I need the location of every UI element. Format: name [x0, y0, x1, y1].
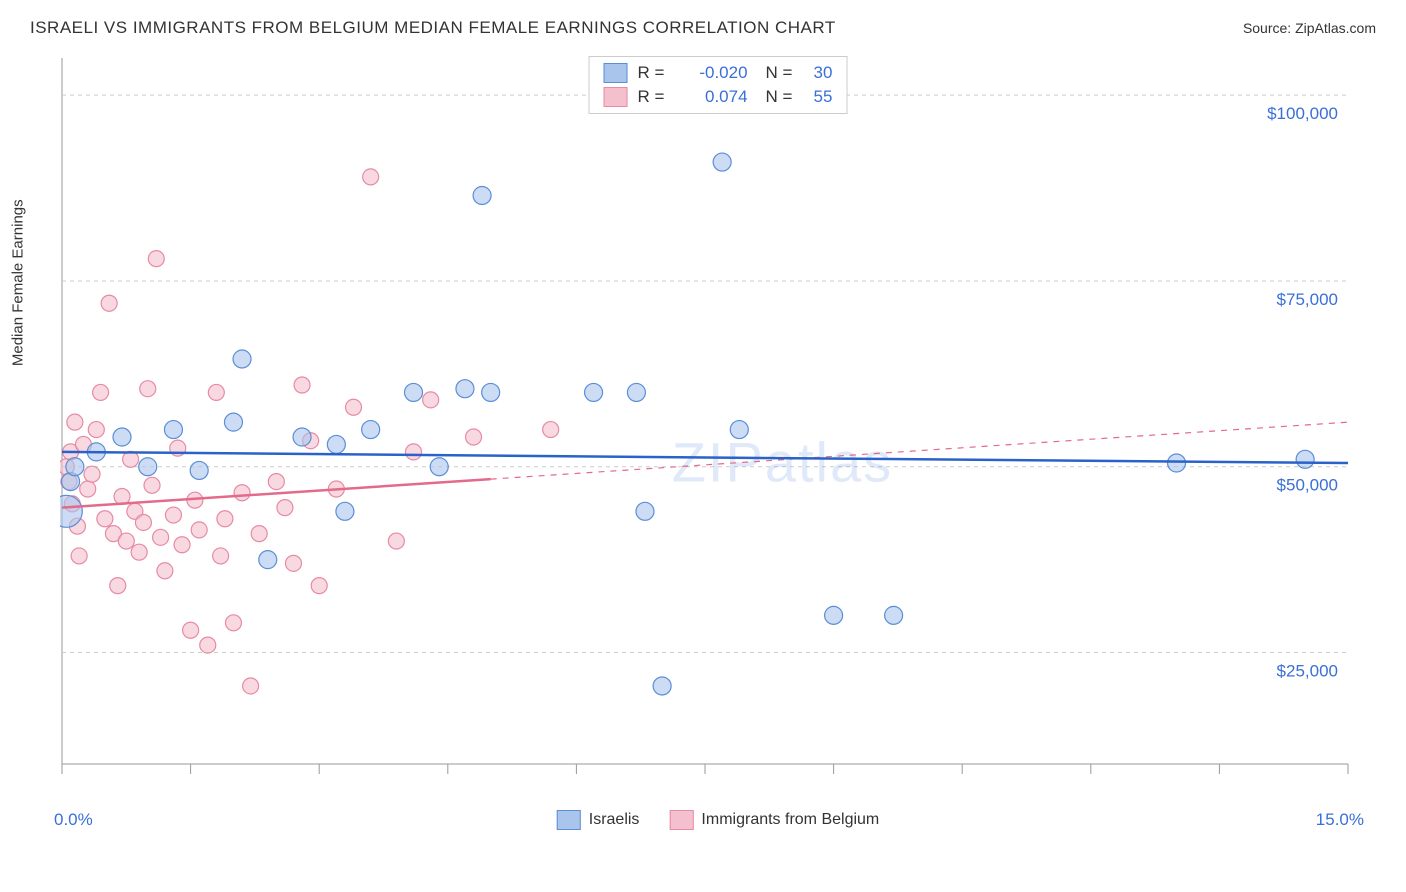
legend-item-blue: Israelis	[557, 810, 640, 830]
legend-label-pink: Immigrants from Belgium	[701, 811, 879, 829]
svg-text:ZIPatlas: ZIPatlas	[672, 431, 893, 494]
legend-n-label: N =	[766, 87, 793, 107]
legend-row-pink: R = 0.074 N = 55	[604, 85, 833, 109]
source-label: Source:	[1243, 20, 1295, 36]
legend-swatch-blue	[604, 63, 628, 83]
svg-text:$100,000: $100,000	[1267, 104, 1338, 123]
svg-text:$25,000: $25,000	[1277, 662, 1338, 681]
legend-r-label: R =	[638, 87, 676, 107]
plot-area: Median Female Earnings $25,000$50,000$75…	[60, 56, 1376, 826]
legend-label-blue: Israelis	[589, 811, 640, 829]
scatter-plot: $25,000 $50,000 $75,000 $100,000 ZIPatlas	[60, 56, 1350, 796]
x-axis-max-label: 15.0%	[1316, 810, 1364, 830]
legend-n-value-pink: 55	[802, 87, 832, 107]
svg-text:$75,000: $75,000	[1277, 290, 1338, 309]
svg-text:$50,000: $50,000	[1277, 476, 1338, 495]
legend-swatch-pink	[604, 87, 628, 107]
source-value: ZipAtlas.com	[1295, 20, 1376, 36]
legend-r-value-pink: 0.074	[686, 87, 748, 107]
legend-swatch-blue	[557, 810, 581, 830]
x-axis-min-label: 0.0%	[54, 810, 93, 830]
y-axis-label: Median Female Earnings	[10, 199, 27, 366]
chart-source: Source: ZipAtlas.com	[1243, 20, 1376, 36]
legend-row-blue: R = -0.020 N = 30	[604, 61, 833, 85]
legend-r-value-blue: -0.020	[686, 63, 748, 83]
series-legend: Israelis Immigrants from Belgium	[557, 810, 880, 830]
chart-title: ISRAELI VS IMMIGRANTS FROM BELGIUM MEDIA…	[30, 18, 836, 38]
legend-r-label: R =	[638, 63, 676, 83]
chart-header: ISRAELI VS IMMIGRANTS FROM BELGIUM MEDIA…	[0, 0, 1406, 48]
legend-n-value-blue: 30	[802, 63, 832, 83]
legend-n-label: N =	[766, 63, 793, 83]
legend-swatch-pink	[669, 810, 693, 830]
legend-item-pink: Immigrants from Belgium	[669, 810, 879, 830]
correlation-legend: R = -0.020 N = 30 R = 0.074 N = 55	[589, 56, 848, 114]
